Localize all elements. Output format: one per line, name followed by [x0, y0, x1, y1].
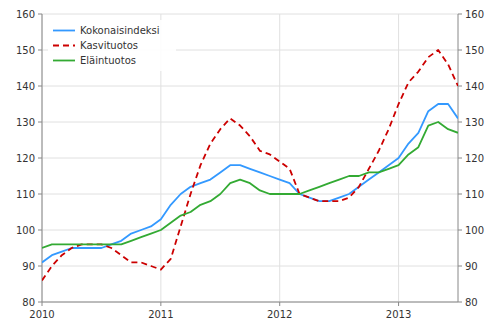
y-tick: [38, 194, 42, 195]
y-tick-label: 100: [16, 225, 35, 236]
y2-tick-label: 80: [465, 297, 478, 308]
y-tick-label: 140: [16, 81, 35, 92]
series-line: [42, 50, 458, 280]
y-tick: [38, 302, 42, 303]
y2-tick: [458, 158, 462, 159]
x-tick-label: 2010: [29, 309, 54, 320]
y-grid-line: [42, 86, 458, 87]
y-tick-label: 160: [16, 9, 35, 20]
y2-tick: [458, 194, 462, 195]
chart-container: 80 90 100 110 120 130 140 150 160 80 90 100 110 120 13…: [0, 0, 500, 330]
legend-background: [48, 20, 176, 71]
series-line: [42, 104, 458, 262]
y-tick: [38, 122, 42, 123]
y-tick-label: 150: [16, 45, 35, 56]
axes: 80 90 100 110 120 130 140 150 160 80 90 100 110 120 13…: [16, 9, 484, 321]
x-tick: [42, 302, 43, 306]
y-grid-line: [42, 266, 458, 267]
x-tick-label: 2012: [267, 309, 292, 320]
chart-svg: 80 90 100 110 120 130 140 150 160 80 90 100 110 120 13…: [0, 0, 500, 330]
y-grid-line: [42, 122, 458, 123]
grid: [42, 14, 458, 302]
y2-tick: [458, 50, 462, 51]
y-tick: [38, 230, 42, 231]
y-grid-line: [42, 302, 458, 303]
legend-swatch: [53, 45, 75, 47]
y-tick: [38, 158, 42, 159]
y-tick: [38, 14, 42, 15]
y2-tick-label: 150: [465, 45, 484, 56]
legend: Kokonaisindeksi Kasvituotos Eläintuotos: [48, 20, 176, 71]
y-tick: [38, 50, 42, 51]
y-tick: [38, 86, 42, 87]
y2-tick-label: 140: [465, 81, 484, 92]
series-line: [42, 122, 458, 248]
y-tick: [38, 266, 42, 267]
y2-tick-label: 110: [465, 189, 484, 200]
y2-tick: [458, 86, 462, 87]
y-grid-line: [42, 158, 458, 159]
y2-tick-label: 100: [465, 225, 484, 236]
x-tick: [398, 302, 399, 306]
y-grid-line: [42, 14, 458, 15]
y2-tick: [458, 122, 462, 123]
lines: [42, 50, 458, 280]
y2-tick-label: 90: [465, 261, 478, 272]
y-tick-label: 80: [22, 297, 35, 308]
y2-tick-label: 160: [465, 9, 484, 20]
y2-tick-label: 130: [465, 117, 484, 128]
legend-swatch: [53, 60, 75, 62]
y-tick-label: 90: [22, 261, 35, 272]
legend-label: Kasvituotos: [80, 40, 138, 51]
y2-tick-label: 120: [465, 153, 484, 164]
y-tick-label: 130: [16, 117, 35, 128]
y2-tick: [458, 230, 462, 231]
legend-swatch: [53, 30, 75, 32]
x-tick: [279, 302, 280, 306]
y-tick-label: 120: [16, 153, 35, 164]
y2-tick: [458, 266, 462, 267]
legend-label: Kokonaisindeksi: [80, 25, 160, 36]
x-tick: [160, 302, 161, 306]
x-tick-label: 2011: [148, 309, 173, 320]
legend-label: Eläintuotos: [80, 55, 136, 66]
x-grid-line: [279, 14, 280, 302]
x-tick-label: 2013: [386, 309, 411, 320]
y-grid-line: [42, 230, 458, 231]
y2-tick: [458, 302, 462, 303]
y-grid-line: [42, 194, 458, 195]
y2-tick: [458, 14, 462, 15]
y-tick-label: 110: [16, 189, 35, 200]
x-axis-line: [42, 302, 458, 303]
